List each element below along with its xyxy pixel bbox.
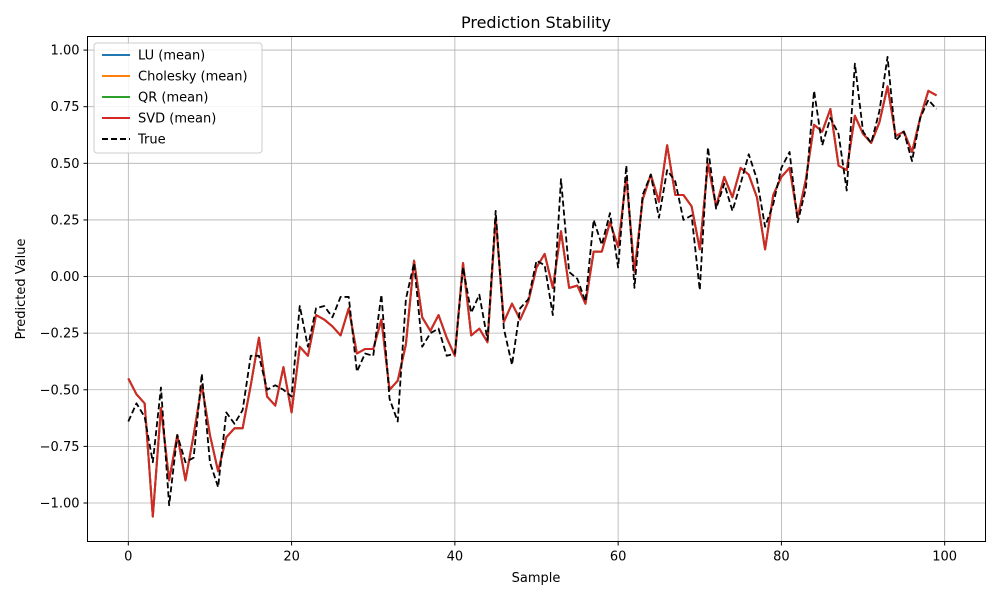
legend-label: Cholesky (mean) [138, 70, 248, 85]
legend-label: QR (mean) [138, 91, 208, 106]
x-axis-label: Sample [512, 571, 561, 586]
x-tick-label: 80 [773, 550, 790, 565]
x-tick-label: 20 [283, 550, 300, 565]
x-axis-ticks: 0 20 40 60 80 100 [124, 541, 957, 565]
y-tick-label: 0.00 [51, 270, 80, 285]
y-axis-label: Predicted Value [14, 239, 29, 340]
legend-label: True [137, 133, 166, 148]
y-tick-label: −1.00 [40, 497, 80, 512]
x-tick-label: 40 [447, 550, 464, 565]
legend: LU (mean) Cholesky (mean) QR (mean) SVD (me… [93, 42, 263, 154]
y-tick-label: 1.00 [51, 44, 80, 59]
chart-title: Prediction Stability [461, 13, 611, 32]
y-tick-label: 0.75 [51, 100, 80, 115]
y-axis-ticks: 1.00 0.75 0.50 0.25 0.00 −0.25 −0.50 −0.75 −1.00 [40, 44, 88, 512]
plot-frame [87, 36, 986, 542]
y-tick-label: −0.50 [40, 383, 80, 398]
y-tick-label: −0.75 [40, 440, 80, 455]
x-tick-label: 0 [124, 550, 132, 565]
series-line-svd [127, 85, 938, 518]
legend-label: SVD (mean) [138, 112, 216, 127]
series-line-true [127, 55, 938, 507]
x-tick-label: 60 [610, 550, 627, 565]
y-tick-label: −0.25 [40, 327, 80, 342]
series-layer [127, 55, 938, 518]
y-tick-label: 0.25 [51, 213, 80, 228]
legend-box [93, 42, 263, 154]
legend-label: LU (mean) [138, 49, 205, 64]
y-tick-label: 0.50 [51, 157, 80, 172]
x-tick-label: 100 [932, 550, 957, 565]
